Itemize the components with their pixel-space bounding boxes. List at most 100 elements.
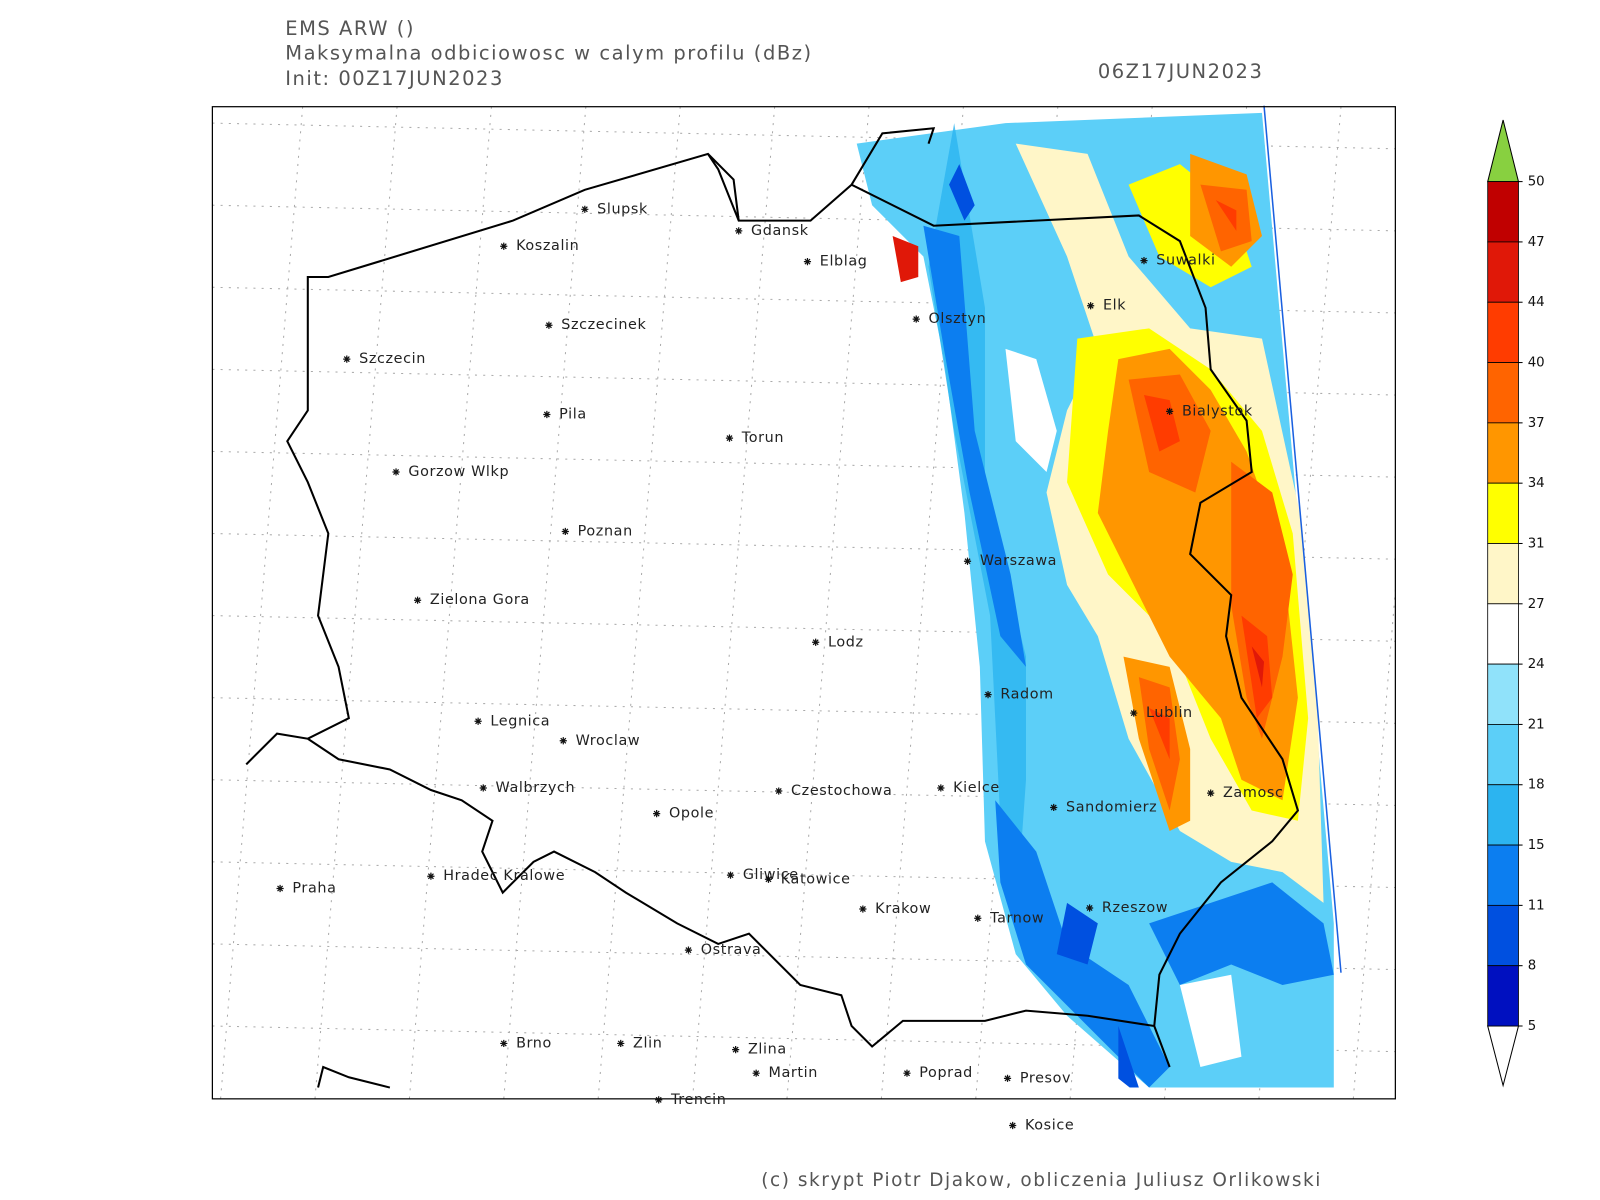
colorbar-segment (1487, 241, 1519, 303)
city-label: Kosice (1025, 1118, 1074, 1134)
colorbar-over (1487, 119, 1520, 183)
city-label: Szczecinek (561, 317, 646, 333)
city-label: Lublin (1146, 705, 1193, 721)
colorbar-label: 27 (1528, 597, 1545, 612)
city-label: Koszalin (516, 238, 579, 254)
city-label: Trencin (670, 1092, 726, 1108)
city-label: Martin (768, 1065, 818, 1081)
city-label: Slupsk (597, 201, 648, 217)
colorbar-segment (1487, 844, 1519, 906)
city-marker (427, 872, 435, 880)
city-marker (581, 205, 589, 213)
colorbar-label: 50 (1528, 175, 1545, 190)
colorbar-label: 40 (1528, 356, 1545, 371)
city-label: Szczecin (359, 351, 426, 367)
city-marker (479, 784, 487, 792)
grid-meridian (692, 106, 776, 1099)
colorbar-segment (1487, 965, 1519, 1027)
city-label: Sandomierz (1066, 799, 1157, 815)
city-label: Czestochowa (791, 783, 892, 799)
colorbar-segment (1487, 301, 1519, 363)
city-marker (732, 1046, 740, 1054)
colorbar-segment (1487, 724, 1519, 786)
grid-meridian (503, 106, 587, 1099)
city-label: Hradec Kralowe (443, 868, 565, 884)
city-label: Poznan (578, 523, 633, 539)
colorbar-segment (1487, 181, 1519, 243)
city-label: Warszawa (980, 553, 1057, 569)
city-marker (812, 638, 820, 646)
city-marker (803, 258, 812, 266)
colorbar-segment (1487, 422, 1519, 484)
credit: (c) skrypt Piotr Djakow, obliczenia Juli… (761, 1170, 1322, 1191)
colorbar-segment (1487, 784, 1519, 846)
city-marker (937, 784, 945, 792)
grid-meridian (220, 106, 304, 1099)
city-marker (653, 810, 661, 818)
city-marker (764, 875, 773, 883)
city-label: Tarnow (989, 910, 1044, 926)
colorbar: 50 47 44 40 37 34 31 27 24 21 18 15 11 8 5 (1487, 119, 1545, 1088)
city-marker (963, 557, 972, 565)
city-marker (545, 321, 553, 329)
city-marker (559, 737, 567, 745)
city-marker (1050, 803, 1058, 812)
grid-meridian (408, 106, 492, 1099)
city-label: Gdansk (751, 223, 809, 239)
colorbar-label: 37 (1528, 416, 1545, 431)
city-label: Presov (1020, 1070, 1071, 1086)
city-marker (984, 691, 992, 699)
grid-meridian (1352, 584, 1396, 1099)
city-marker (474, 717, 482, 725)
city-label: Elk (1103, 298, 1126, 314)
city-marker (392, 468, 400, 476)
city-marker (276, 884, 284, 893)
colorbar-label: 31 (1528, 536, 1545, 551)
city-label: Gorzow Wlkp (408, 464, 509, 480)
city-label: Zamosc (1223, 785, 1283, 801)
colorbar-under (1487, 1025, 1520, 1088)
colorbar-label: 8 (1528, 959, 1536, 974)
city-label: Brno (516, 1035, 552, 1051)
city-marker (561, 527, 569, 536)
city-label: Elblag (820, 254, 868, 270)
city-label: Zlin (633, 1035, 662, 1051)
map-frame (211, 106, 1396, 1100)
city-label: Torun (741, 430, 784, 446)
grid-meridian (597, 106, 681, 1099)
city-label: Zlina (748, 1042, 787, 1058)
model-title: EMS ARW () (285, 17, 415, 40)
city-marker (500, 1039, 508, 1048)
colorbar-label: 11 (1528, 898, 1545, 913)
city-marker (726, 871, 735, 879)
city-label: Suwalki (1156, 253, 1215, 269)
city-marker (1086, 904, 1094, 912)
city-labels: Slupsk Koszalin Gdansk Elblag Szczecinek Szcz… (276, 201, 1283, 1134)
city-marker (655, 1096, 663, 1104)
colorbar-label: 47 (1528, 235, 1545, 250)
city-label: Krakow (875, 901, 931, 917)
city-marker (1207, 789, 1215, 797)
init-time: Init: 00Z17JUN2023 (285, 67, 504, 90)
grid-meridian (314, 106, 398, 1099)
city-label: Katowice (781, 871, 851, 887)
city-label: Ostrava (701, 942, 762, 958)
colorbar-segment (1487, 482, 1519, 544)
field-title: Maksymalna odbiciowosc w calym profilu (… (285, 42, 812, 65)
colorbar-label: 18 (1528, 778, 1545, 793)
colorbar-label: 44 (1528, 295, 1545, 310)
city-label: Poprad (919, 1065, 973, 1081)
valid-time: 06Z17JUN2023 (1098, 60, 1264, 83)
colorbar-label: 21 (1528, 717, 1545, 732)
city-label: Zielona Gora (430, 592, 530, 608)
map-root: EMS ARW () Maksymalna odbiciowosc w caly… (211, 17, 1545, 1191)
colorbar-label: 34 (1528, 476, 1545, 491)
city-label: Walbrzych (496, 780, 576, 796)
city-marker (1140, 257, 1148, 265)
city-marker (775, 787, 783, 795)
grid-meridian (786, 106, 870, 1099)
city-label: Opole (669, 806, 714, 822)
city-label: Rzeszow (1102, 900, 1168, 916)
colorbar-label: 24 (1528, 657, 1545, 672)
